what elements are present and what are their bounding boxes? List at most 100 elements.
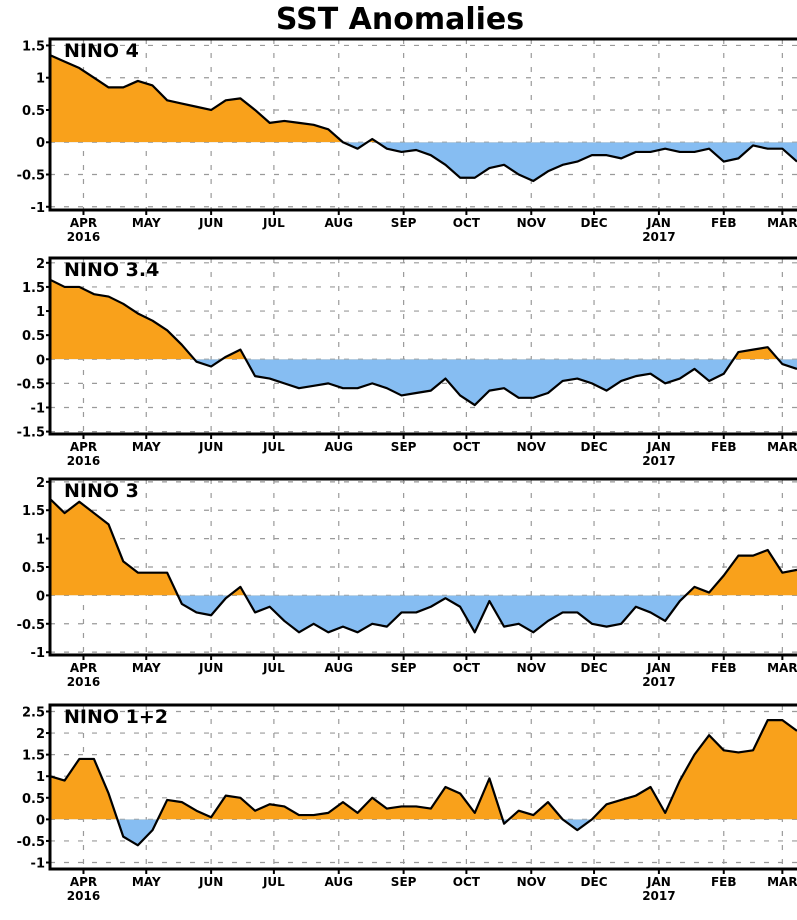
y-tick-label: 1: [36, 533, 45, 548]
x-tick-label: FEB: [711, 440, 737, 454]
x-tick-label: JUL: [262, 440, 285, 454]
x-tick-label: AUG: [324, 661, 353, 675]
y-tick-label: 0: [36, 589, 45, 604]
x-tick-label: JAN: [646, 440, 671, 454]
y-tick-label: -1: [31, 201, 45, 216]
y-tick-label: -1: [31, 646, 45, 661]
x-year-label: 2016: [67, 454, 100, 468]
x-tick-label: JAN: [646, 661, 671, 675]
x-tick-label: SEP: [391, 440, 417, 454]
y-tick-label: 0: [36, 136, 45, 151]
x-tick-label: DEC: [581, 875, 608, 889]
y-tick-label: 0: [36, 813, 45, 828]
x-year-label: 2017: [642, 675, 675, 689]
x-tick-label: MAR: [767, 875, 797, 889]
y-tick-label: -0.5: [17, 618, 45, 633]
x-tick-label: DEC: [581, 216, 608, 230]
x-tick-label: OCT: [453, 875, 481, 889]
anomaly-line: [50, 499, 797, 632]
x-tick-label: JUN: [198, 661, 223, 675]
x-year-label: 2017: [642, 889, 675, 903]
x-tick-label: FEB: [711, 216, 737, 230]
x-tick-label: JAN: [646, 216, 671, 230]
figure-title: SST Anomalies: [276, 2, 524, 37]
x-tick-label: APR: [70, 440, 97, 454]
panel-label: NINO 4: [64, 40, 139, 62]
x-tick-label: DEC: [581, 661, 608, 675]
x-year-label: 2017: [642, 230, 675, 244]
x-tick-label: DEC: [581, 440, 608, 454]
y-tick-label: 0.5: [22, 792, 45, 807]
negative-anomaly-area: [50, 499, 797, 632]
x-tick-label: JUN: [198, 875, 223, 889]
x-tick-label: JUN: [198, 440, 223, 454]
x-tick-label: MAR: [767, 216, 797, 230]
x-tick-label: FEB: [711, 661, 737, 675]
x-tick-label: OCT: [453, 440, 481, 454]
x-tick-label: FEB: [711, 875, 737, 889]
positive-anomaly-area: [50, 55, 797, 181]
x-tick-label: MAR: [767, 440, 797, 454]
y-tick-label: -1.5: [17, 426, 45, 441]
y-tick-label: 1.5: [22, 504, 45, 519]
x-year-label: 2016: [67, 889, 100, 903]
x-tick-label: OCT: [453, 216, 481, 230]
y-tick-label: -0.5: [17, 377, 45, 392]
x-tick-label: NOV: [517, 440, 547, 454]
x-tick-label: JAN: [646, 875, 671, 889]
panel-label: NINO 1+2: [64, 706, 168, 728]
x-tick-label: JUL: [262, 875, 285, 889]
y-tick-label: -0.5: [17, 169, 45, 184]
y-tick-label: 1.5: [22, 39, 45, 54]
y-tick-label: -0.5: [17, 835, 45, 850]
y-tick-label: -1: [31, 401, 45, 416]
panel-label: NINO 3.4: [64, 259, 159, 281]
y-tick-label: 0.5: [22, 329, 45, 344]
x-tick-label: OCT: [453, 661, 481, 675]
x-year-label: 2016: [67, 230, 100, 244]
x-tick-label: AUG: [324, 875, 353, 889]
x-tick-label: APR: [70, 875, 97, 889]
y-tick-label: 1: [36, 305, 45, 320]
x-tick-label: APR: [70, 216, 97, 230]
x-year-label: 2017: [642, 454, 675, 468]
x-tick-label: SEP: [391, 661, 417, 675]
y-tick-label: 0.5: [22, 561, 45, 576]
x-tick-label: NOV: [517, 216, 547, 230]
x-tick-label: MAY: [132, 661, 161, 675]
y-tick-label: 1: [36, 72, 45, 87]
x-year-label: 2016: [67, 675, 100, 689]
y-tick-label: 0: [36, 353, 45, 368]
positive-anomaly-area: [50, 720, 797, 845]
x-tick-label: JUL: [262, 661, 285, 675]
x-tick-label: JUN: [198, 216, 223, 230]
x-tick-label: NOV: [517, 661, 547, 675]
y-tick-label: 2.5: [22, 705, 45, 720]
x-tick-label: APR: [70, 661, 97, 675]
x-tick-label: AUG: [324, 440, 353, 454]
y-tick-label: 1.5: [22, 749, 45, 764]
x-tick-label: AUG: [324, 216, 353, 230]
y-tick-label: 0.5: [22, 104, 45, 119]
y-tick-label: -1: [31, 857, 45, 872]
y-tick-label: 2: [36, 257, 45, 272]
x-tick-label: MAR: [767, 661, 797, 675]
positive-anomaly-area: [50, 499, 797, 632]
x-tick-label: MAY: [132, 440, 161, 454]
y-tick-label: 2: [36, 727, 45, 742]
x-tick-label: SEP: [391, 875, 417, 889]
x-tick-label: MAY: [132, 216, 161, 230]
x-tick-label: MAY: [132, 875, 161, 889]
x-tick-label: JUL: [262, 216, 285, 230]
panel-label: NINO 3: [64, 480, 139, 502]
y-tick-label: 1.5: [22, 281, 45, 296]
y-tick-label: 2: [36, 476, 45, 491]
y-tick-label: 1: [36, 770, 45, 785]
x-tick-label: SEP: [391, 216, 417, 230]
x-tick-label: NOV: [517, 875, 547, 889]
